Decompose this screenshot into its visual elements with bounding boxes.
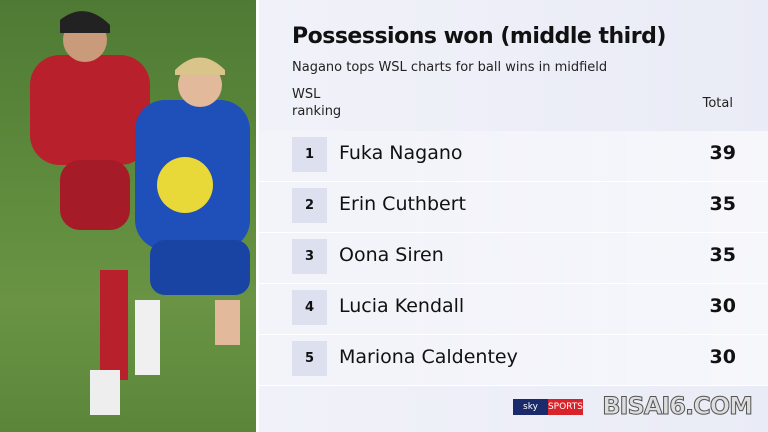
graphic-title: Possessions won (middle third)	[292, 24, 666, 49]
sky-sports-logo: sky SPORTS	[513, 399, 583, 415]
match-photo	[0, 0, 256, 432]
football	[157, 157, 213, 213]
player-name: Mariona Caldentey	[339, 346, 518, 368]
table-row: 4 Lucia Kendall 30	[259, 284, 768, 335]
table-row: 1 Fuka Nagano 39	[259, 131, 768, 182]
rank-badge: 1	[292, 137, 327, 172]
player-name: Oona Siren	[339, 244, 444, 266]
total-value: 39	[709, 142, 736, 164]
logo-sky-text: sky	[513, 399, 548, 415]
watermark: BISAI6.COM	[602, 392, 754, 421]
stats-panel: Possessions won (middle third) Nagano to…	[256, 0, 768, 432]
player-name: Erin Cuthbert	[339, 193, 466, 215]
total-value: 35	[709, 193, 736, 215]
total-value: 35	[709, 244, 736, 266]
table-row: 5 Mariona Caldentey 30	[259, 335, 768, 386]
rank-badge: 4	[292, 290, 327, 325]
ranking-table: 1 Fuka Nagano 39 2 Erin Cuthbert 35 3 Oona Si…	[259, 131, 768, 386]
player-name: Lucia Kendall	[339, 295, 465, 317]
table-row: 3 Oona Siren 35	[259, 233, 768, 284]
graphic-subtitle: Nagano tops WSL charts for ball wins in …	[292, 60, 608, 75]
logo-sports-text: SPORTS	[547, 399, 583, 415]
total-value: 30	[709, 295, 736, 317]
rank-badge: 2	[292, 188, 327, 223]
players-illustration	[30, 11, 250, 415]
player-name: Fuka Nagano	[339, 142, 463, 164]
rank-badge: 3	[292, 239, 327, 274]
liverpool-player	[30, 55, 150, 165]
rank-badge: 5	[292, 341, 327, 376]
rank-column-header: WSL ranking	[292, 87, 342, 119]
total-column-header: Total	[702, 96, 733, 111]
total-value: 30	[709, 346, 736, 368]
table-row: 2 Erin Cuthbert 35	[259, 182, 768, 233]
